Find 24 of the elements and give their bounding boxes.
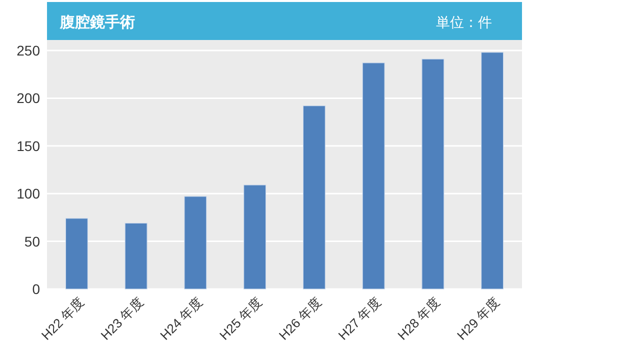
text: 単位：件	[436, 14, 492, 30]
bar	[65, 218, 88, 290]
bar	[124, 222, 148, 290]
bar	[302, 106, 326, 290]
bar	[184, 196, 207, 290]
x-tick-label: H24 年度	[157, 294, 206, 343]
bar	[362, 62, 385, 290]
y-tick-label: 250	[16, 42, 40, 58]
y-tick-label: 200	[16, 90, 40, 106]
x-tick-label: H26 年度	[276, 294, 324, 343]
y-tick-label: 150	[16, 138, 40, 154]
y-tick-label: 100	[16, 186, 40, 202]
bar	[481, 52, 504, 290]
x-tick-label: H28 年度	[394, 294, 444, 343]
y-tick-label: 50	[24, 233, 40, 250]
x-tick-label: H22 年度	[38, 294, 87, 343]
chart-title: 腹腔鏡手術	[59, 13, 135, 31]
bar	[244, 184, 266, 290]
x-tick-label: H27 年度	[335, 294, 384, 343]
x-tick-label: H23 年度	[98, 294, 146, 343]
bar	[422, 58, 444, 290]
x-tick-label: H25 年度	[216, 294, 265, 343]
y-tick-label: 0	[32, 281, 40, 297]
x-tick-label: H29 年度	[454, 294, 502, 343]
